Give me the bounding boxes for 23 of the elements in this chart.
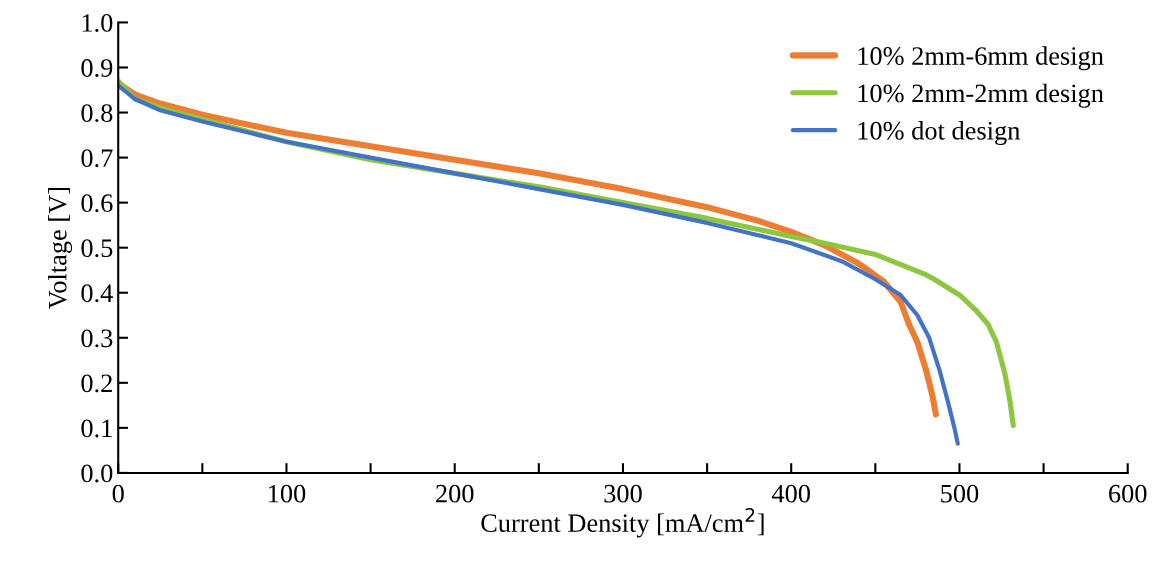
y-tick-label: 1.0: [82, 14, 113, 32]
x-axis-title: Current Density [mA/cm$^{2}$]: [481, 507, 764, 538]
legend-label: 10% 2mm-2mm design: [858, 83, 1104, 108]
y-tick-label: 0.9: [81, 59, 113, 78]
y-tick-label: 0.1: [81, 419, 112, 438]
y-tick-label: 0.0: [81, 464, 113, 483]
y-tick-label: 0.6: [81, 194, 113, 213]
x-tick-label: 200: [436, 484, 474, 503]
y-tick-label: 0.7: [81, 149, 113, 168]
x-tick-label: 300: [604, 484, 642, 503]
x-tick-label: 100: [269, 484, 306, 503]
y-tick-label: 0.8: [81, 104, 113, 123]
y-tick-label: 0.5: [81, 239, 113, 258]
y-axis-title: Voltage [V]: [48, 187, 73, 310]
x-tick-label: 600: [1109, 484, 1147, 503]
x-tick-label: 0: [112, 484, 124, 503]
y-tick-label: 0.2: [81, 374, 112, 393]
x-tick-label: 400: [771, 484, 810, 503]
y-tick-label: 0.3: [81, 329, 113, 348]
legend-label: 10% 2mm-6mm design: [858, 46, 1104, 71]
x-tick-label: 500: [941, 484, 979, 503]
legend-label: 10% dot design: [858, 121, 1020, 146]
y-tick-label: 0.4: [81, 284, 113, 303]
